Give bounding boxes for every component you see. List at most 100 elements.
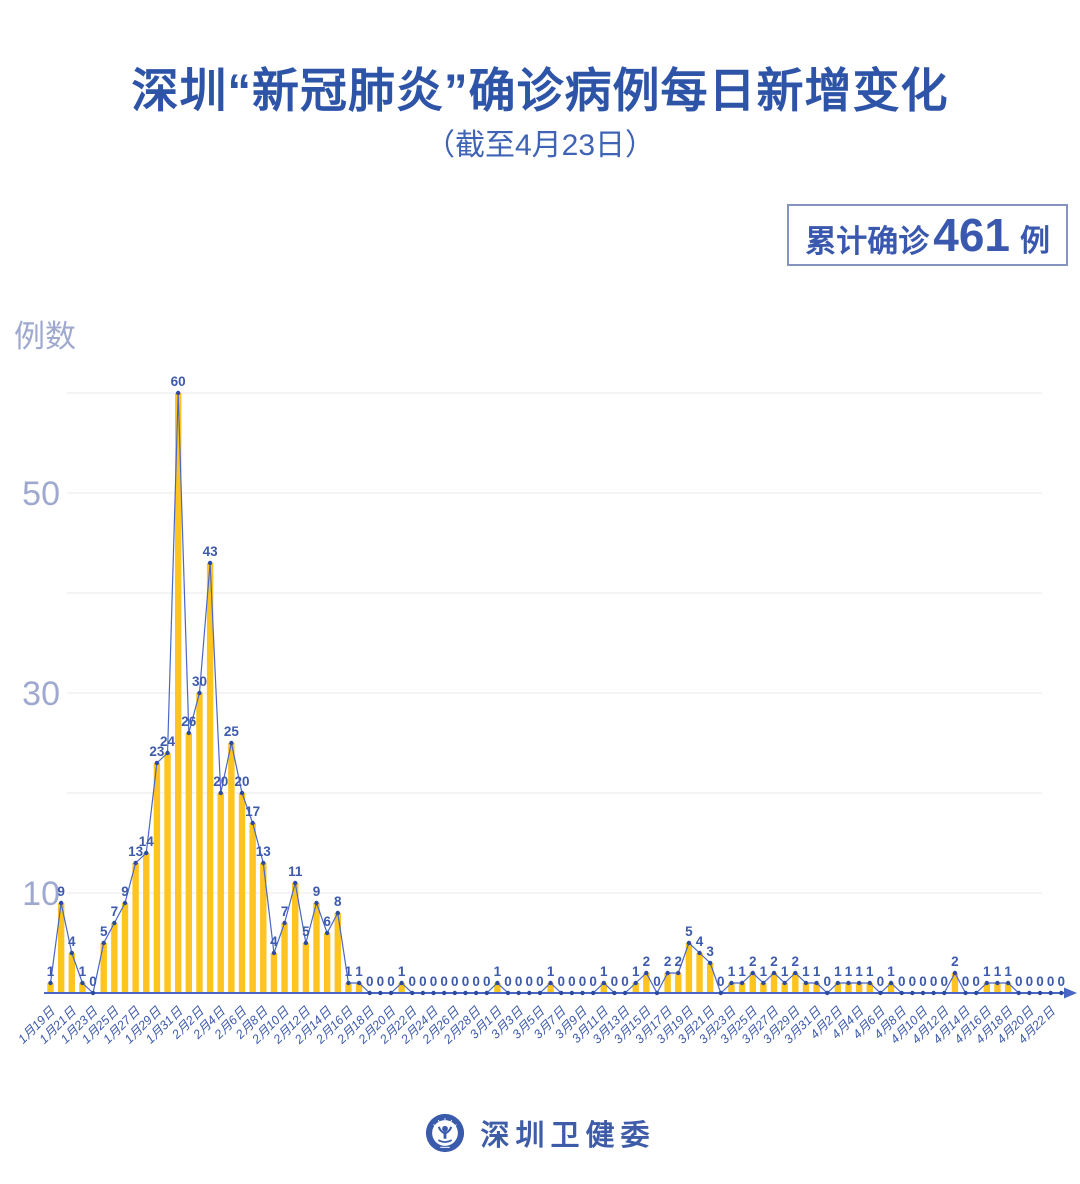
- bar: [206, 563, 214, 993]
- value-label: 25: [224, 724, 240, 739]
- value-label: 1: [494, 964, 502, 979]
- data-point-marker: [367, 990, 372, 996]
- bar: [270, 953, 278, 993]
- data-point-marker: [590, 990, 596, 996]
- bar: [302, 943, 310, 993]
- bar: [547, 983, 554, 993]
- data-point-marker: [665, 970, 670, 976]
- value-label: 1: [728, 964, 736, 979]
- bar: [47, 983, 54, 993]
- data-point-marker: [537, 990, 543, 996]
- data-point-marker: [569, 990, 575, 996]
- data-point-marker: [410, 990, 415, 996]
- value-label: 1: [802, 964, 810, 979]
- data-point-marker: [218, 790, 223, 796]
- data-point-marker: [378, 990, 383, 996]
- value-label: 1: [781, 964, 789, 979]
- bar: [887, 983, 895, 993]
- data-point-marker: [622, 990, 628, 996]
- data-point-marker: [910, 990, 915, 996]
- data-point-marker: [356, 980, 362, 986]
- value-label: 0: [451, 974, 459, 989]
- value-label: 24: [160, 734, 176, 749]
- value-label: 0: [1047, 974, 1055, 989]
- data-point-marker: [293, 880, 298, 886]
- bar: [143, 853, 150, 993]
- value-label: 13: [256, 844, 272, 859]
- emblem-ring-text: [433, 1118, 458, 1148]
- value-label: 2: [643, 954, 651, 969]
- bar: [281, 923, 288, 993]
- value-label: 1: [547, 964, 555, 979]
- data-point-marker: [612, 990, 617, 996]
- value-label: 0: [409, 974, 417, 989]
- data-point-marker: [856, 980, 862, 986]
- value-label: 13: [128, 844, 144, 859]
- data-point-marker: [335, 910, 340, 916]
- value-label: 14: [139, 834, 155, 849]
- data-point-marker: [303, 940, 309, 946]
- value-label: 0: [89, 974, 97, 989]
- value-label: 2: [675, 954, 683, 969]
- bar: [600, 983, 607, 993]
- value-label: 4: [696, 934, 704, 949]
- value-label: 1: [738, 964, 746, 979]
- value-label: 2: [792, 954, 800, 969]
- data-point-marker: [835, 980, 841, 986]
- bar: [185, 733, 193, 993]
- data-point-marker: [69, 950, 74, 956]
- value-label: 23: [149, 744, 165, 759]
- bar: [738, 983, 746, 993]
- value-label: 1: [79, 964, 87, 979]
- data-point-marker: [963, 990, 968, 996]
- data-point-marker: [122, 900, 128, 906]
- y-tick-label: 10: [22, 875, 60, 913]
- data-point-marker: [101, 940, 106, 946]
- value-label: 0: [941, 974, 949, 989]
- data-point-marker: [782, 980, 787, 986]
- data-point-marker: [1059, 990, 1064, 996]
- data-point-marker: [282, 920, 287, 926]
- value-label: 0: [430, 974, 438, 989]
- value-label: 1: [866, 964, 874, 979]
- bar: [983, 983, 991, 993]
- data-point-marker: [899, 990, 904, 996]
- value-label: 1: [994, 964, 1002, 979]
- bar: [228, 743, 235, 993]
- data-point-marker: [920, 990, 926, 996]
- data-point-marker: [58, 900, 64, 906]
- data-point-marker: [846, 980, 851, 986]
- data-point-marker: [48, 980, 53, 986]
- value-label: 43: [203, 544, 219, 559]
- data-point-marker: [324, 930, 330, 936]
- value-label: 1: [834, 964, 842, 979]
- data-point-marker: [739, 980, 745, 986]
- value-label: 5: [100, 924, 108, 939]
- value-label: 0: [919, 974, 927, 989]
- bar: [100, 943, 107, 993]
- value-label: 0: [717, 974, 725, 989]
- value-label: 6: [323, 914, 331, 929]
- bar: [164, 753, 171, 993]
- value-label: 1: [845, 964, 853, 979]
- value-label: 0: [440, 974, 448, 989]
- data-point-marker: [90, 990, 96, 996]
- page-title: 深圳“新冠肺炎”确诊病例每日新增变化: [131, 64, 949, 117]
- value-label: 1: [887, 964, 895, 979]
- value-label: 0: [877, 974, 885, 989]
- value-label: 1: [47, 964, 55, 979]
- value-label: 7: [111, 904, 119, 919]
- data-point-marker: [144, 850, 149, 856]
- value-label: 30: [192, 674, 207, 689]
- value-label: 1: [345, 964, 353, 979]
- bar: [334, 913, 341, 993]
- data-point-marker: [825, 990, 830, 996]
- data-point-marker: [952, 970, 958, 976]
- value-label: 0: [387, 974, 395, 989]
- data-point-marker: [654, 990, 660, 996]
- bar: [813, 983, 820, 993]
- y-tick-label: 30: [22, 675, 60, 713]
- data-point-marker: [995, 980, 1000, 986]
- value-label: 1: [760, 964, 768, 979]
- data-point-marker: [931, 990, 936, 996]
